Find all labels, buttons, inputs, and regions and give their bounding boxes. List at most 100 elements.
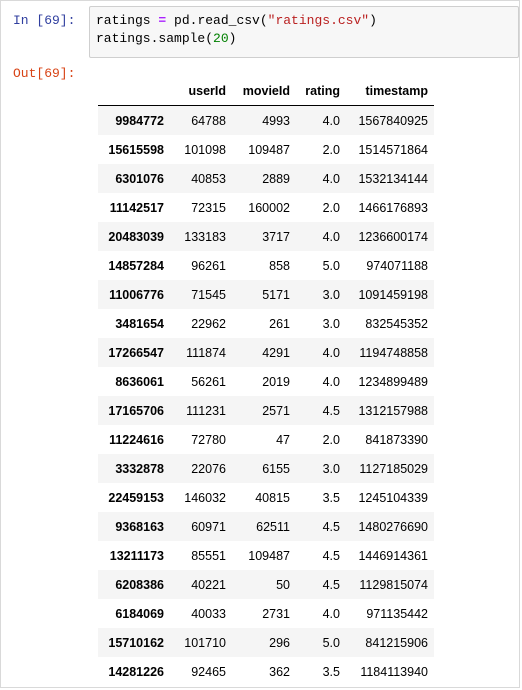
cell-movieid: 47 (276, 432, 290, 447)
table-row: 3481654 22962 261 3.0 832545352 (98, 309, 434, 338)
index-header (98, 77, 170, 106)
cell-movieid: 2889 (262, 171, 290, 186)
table-row: 6301076 40853 2889 4.0 1532134144 (98, 164, 434, 193)
row-index: 11224616 (109, 432, 164, 447)
cell-rating: 4.0 (322, 345, 340, 360)
row-index: 14857284 (108, 258, 164, 273)
cell-movieid: 40815 (255, 490, 290, 505)
row-index: 3481654 (115, 316, 164, 331)
row-index: 17266547 (108, 345, 164, 360)
cell-rating: 5.0 (322, 635, 340, 650)
row-index: 11006776 (109, 287, 164, 302)
cell-timestamp: 1091459198 (358, 287, 428, 302)
cell-userid: 40033 (191, 606, 226, 621)
dataframe-table: userId movieId rating timestamp 9984772 6… (98, 77, 434, 686)
code-token-call: ratings.sample( (96, 31, 214, 46)
cell-movieid: 2019 (262, 374, 290, 389)
cell-timestamp: 841873390 (365, 432, 428, 447)
table-row: 20483039 133183 3717 4.0 1236600174 (98, 222, 434, 251)
cell-rating: 5.0 (322, 258, 340, 273)
cell-rating: 4.0 (322, 229, 340, 244)
cell-movieid: 50 (276, 577, 290, 592)
cell-timestamp: 1567840925 (358, 113, 428, 128)
cell-userid: 71545 (191, 287, 226, 302)
cell-movieid: 4291 (262, 345, 290, 360)
table-row: 22459153 146032 40815 3.5 1245104339 (98, 483, 434, 512)
cell-rating: 2.0 (322, 200, 340, 215)
column-header-userid: userId (170, 77, 232, 106)
cell-rating: 3.5 (322, 490, 340, 505)
table-row: 15710162 101710 296 5.0 841215906 (98, 628, 434, 657)
table-row: 6184069 40033 2731 4.0 971135442 (98, 599, 434, 628)
cell-movieid: 2571 (262, 403, 290, 418)
row-index: 17165706 (108, 403, 164, 418)
table-row: 15615598 101098 109487 2.0 1514571864 (98, 135, 434, 164)
header-row: userId movieId rating timestamp (98, 77, 434, 106)
table-row: 11006776 71545 5171 3.0 1091459198 (98, 280, 434, 309)
cell-movieid: 5171 (262, 287, 290, 302)
row-index: 9368163 (115, 519, 164, 534)
code-token-variable: ratings (96, 13, 159, 28)
code-token-call: pd.read_csv( (166, 13, 268, 28)
column-header-rating: rating (296, 77, 346, 106)
cell-timestamp: 1514571864 (358, 142, 428, 157)
row-index: 9984772 (115, 113, 164, 128)
cell-userid: 85551 (191, 548, 226, 563)
cell-userid: 101710 (184, 635, 226, 650)
code-input-area[interactable]: ratings = pd.read_csv("ratings.csv") rat… (89, 6, 519, 58)
cell-timestamp: 1245104339 (358, 490, 428, 505)
row-index: 13211173 (109, 548, 164, 563)
cell-userid: 101098 (184, 142, 226, 157)
table-header: userId movieId rating timestamp (98, 77, 434, 106)
cell-timestamp: 1129815074 (359, 577, 428, 592)
column-header-timestamp: timestamp (346, 77, 434, 106)
cell-timestamp: 1184113940 (360, 664, 428, 679)
cell-userid: 111231 (186, 403, 226, 418)
row-index: 15615598 (108, 142, 164, 157)
table-row: 3332878 22076 6155 3.0 1127185029 (98, 454, 434, 483)
cell-rating: 4.5 (322, 519, 340, 534)
cell-rating: 4.5 (322, 403, 340, 418)
row-index: 20483039 (108, 229, 164, 244)
table-row: 17266547 111874 4291 4.0 1194748858 (98, 338, 434, 367)
cell-rating: 4.0 (322, 606, 340, 621)
cell-movieid: 362 (269, 664, 290, 679)
code-token-number: 20 (213, 31, 229, 46)
code-token-close: ) (369, 13, 377, 28)
cell-rating: 2.0 (322, 142, 340, 157)
output-prompt: Out[69]: (13, 66, 76, 81)
cell-timestamp: 1532134144 (358, 171, 428, 186)
cell-userid: 40853 (191, 171, 226, 186)
cell-userid: 96261 (191, 258, 226, 273)
cell-timestamp: 1312157988 (358, 403, 428, 418)
cell-userid: 72780 (191, 432, 226, 447)
cell-userid: 146032 (184, 490, 226, 505)
cell-movieid: 109487 (248, 142, 290, 157)
table-row: 11142517 72315 160002 2.0 1466176893 (98, 193, 434, 222)
row-index: 3332878 (115, 461, 164, 476)
table-body: 9984772 64788 4993 4.0 1567840925 15615598 101… (98, 105, 434, 686)
cell-rating: 2.0 (322, 432, 340, 447)
cell-userid: 56261 (191, 374, 226, 389)
cell-userid: 72315 (191, 200, 226, 215)
table-row: 6208386 40221 50 4.5 1129815074 (98, 570, 434, 599)
cell-userid: 60971 (191, 519, 226, 534)
cell-timestamp: 841215906 (365, 635, 428, 650)
table-row: 17165706 111231 2571 4.5 1312157988 (98, 396, 434, 425)
cell-movieid: 62511 (256, 519, 290, 534)
cell-timestamp: 974071188 (366, 258, 428, 273)
table-row: 13211173 85551 109487 4.5 1446914361 (98, 541, 434, 570)
row-index: 6208386 (115, 577, 164, 592)
cell-timestamp: 971135442 (366, 606, 428, 621)
cell-rating: 4.0 (322, 113, 340, 128)
row-index: 22459153 (108, 490, 164, 505)
cell-rating: 4.5 (322, 548, 340, 563)
cell-movieid: 6155 (262, 461, 290, 476)
cell-movieid: 3717 (262, 229, 290, 244)
code-token-string: "ratings.csv" (267, 13, 370, 28)
table-row: 8636061 56261 2019 4.0 1234899489 (98, 367, 434, 396)
cell-movieid: 109487 (248, 548, 290, 563)
cell-userid: 111874 (186, 345, 226, 360)
cell-userid: 22076 (191, 461, 226, 476)
